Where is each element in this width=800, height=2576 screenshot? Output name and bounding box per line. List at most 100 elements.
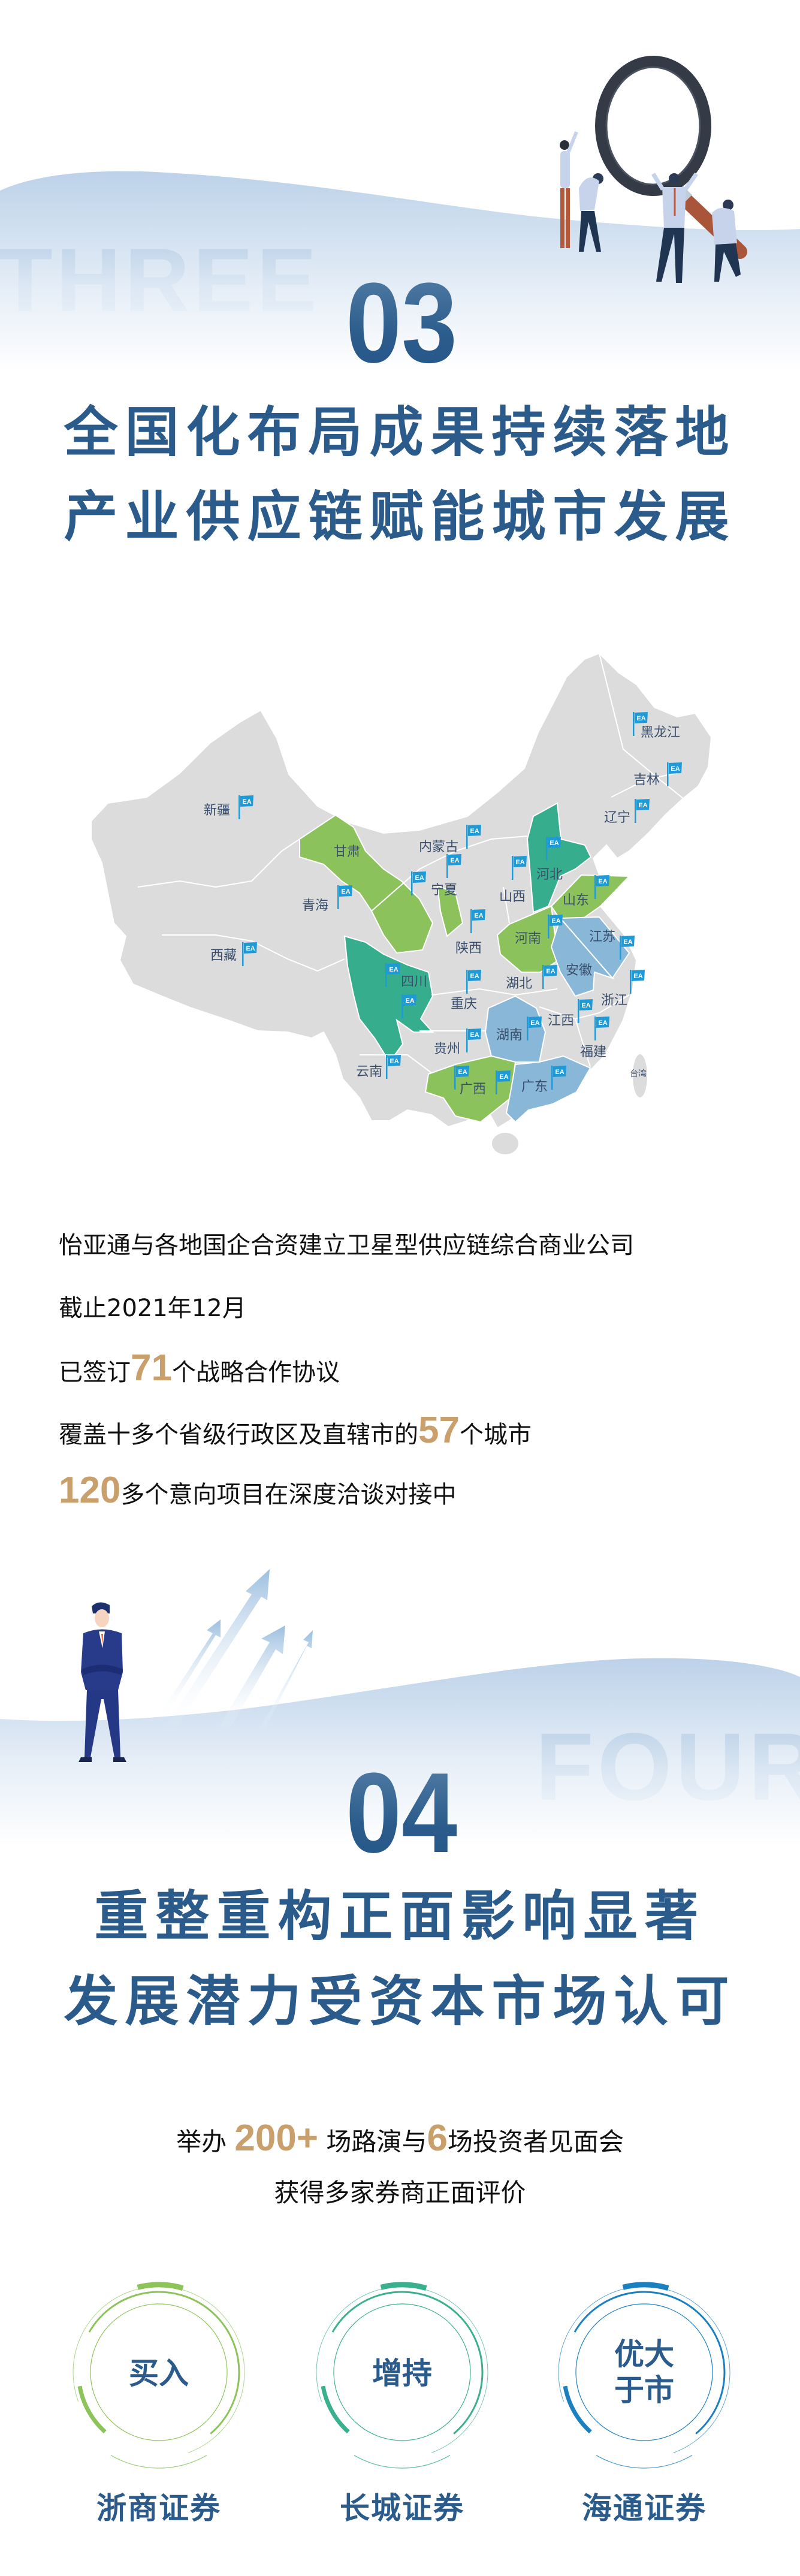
rating-ring-icon [316, 2282, 488, 2469]
rating-value: 增持 [372, 2356, 432, 2391]
map-taiwan [633, 1054, 647, 1097]
section3-headline-line1: 全国化布局成果持续落地 [64, 401, 736, 464]
map-label: 山东 [562, 893, 590, 908]
location-flag-icon: EA [542, 965, 557, 989]
ghost-word-three: THREE [0, 235, 320, 325]
location-flag-icon: EA [548, 915, 563, 939]
magnifier-team-illustration [560, 56, 747, 283]
location-flag-icon: EA [242, 942, 257, 966]
location-flag-icon: EA [386, 1055, 401, 1079]
roadshow-count: 200+ [234, 2117, 319, 2159]
map-region-13 [559, 916, 630, 979]
investor-line-1: 举办 200+ 场路演与6场投资者见面会 [0, 2120, 800, 2157]
growth-arrows-illustration [156, 1569, 313, 1732]
agreements-count: 71 [131, 1347, 172, 1389]
svg-text:EA: EA [581, 1002, 590, 1009]
svg-text:EA: EA [598, 878, 607, 885]
svg-text:EA: EA [389, 966, 398, 973]
svg-text:EA: EA [636, 715, 645, 722]
map-label: 广东 [521, 1079, 548, 1094]
map-label: 重庆 [450, 997, 478, 1012]
svg-text:EA: EA [550, 840, 559, 847]
map-region-6 [436, 885, 464, 937]
map-label: 福建 [579, 1045, 607, 1060]
map-label: 宁夏 [430, 883, 458, 898]
stats-line-2: 截止2021年12月 [59, 1295, 246, 1322]
rating-card-2: 增持 长城证券 [312, 2266, 492, 2553]
investor-meeting-count: 6 [427, 2117, 448, 2159]
svg-text:EA: EA [470, 973, 479, 980]
stats-line-3-prefix: 已签订 [59, 1359, 131, 1386]
svg-text:EA: EA [405, 997, 414, 1005]
stats-line-3: 已签订71个战略合作协议 [59, 1350, 340, 1387]
location-flag-icon: EA [446, 854, 461, 878]
location-flag-icon: EA [466, 970, 481, 994]
businessman-illustration [79, 1602, 126, 1762]
svg-text:EA: EA [415, 874, 424, 882]
map-label: 西藏 [210, 948, 237, 963]
map-region-15 [550, 916, 615, 997]
map-label: 河南 [514, 931, 542, 946]
section-number-04: 04 [343, 1756, 460, 1870]
ghost-word-four: FOUR [535, 1719, 800, 1815]
svg-text:EA: EA [551, 918, 560, 925]
map-province-borders [137, 653, 684, 1073]
projects-count: 120 [59, 1470, 121, 1511]
location-flag-icon: EA [454, 1066, 469, 1090]
map-label: 湖北 [505, 976, 533, 991]
map-label: 青海 [301, 898, 329, 913]
investor-line-1-middle: 场路演与 [318, 2127, 427, 2156]
svg-text:EA: EA [671, 765, 680, 773]
map-region-11 [496, 905, 560, 973]
map-label: 吉林 [633, 773, 660, 788]
rating-card-3: 优大 于市 海通证券 [554, 2266, 734, 2553]
stats-line-5: 120多个意向项目在深度洽谈对接中 [59, 1472, 456, 1509]
location-flag-icon: EA [401, 994, 416, 1018]
location-flag-icon: EA [546, 837, 561, 861]
section4-headline-line1: 重整重构正面影响显著 [94, 1885, 706, 1948]
location-flag-icon: EA [667, 762, 682, 786]
location-flag-icon: EA [551, 1066, 566, 1090]
svg-text:EA: EA [546, 968, 555, 975]
stats-line-4: 覆盖十多个省级行政区及直辖市的57个城市 [59, 1412, 532, 1449]
location-flag-icon: EA [578, 999, 593, 1023]
svg-text:EA: EA [633, 973, 642, 980]
broker-name: 浙商证券 [96, 2491, 221, 2526]
location-flag-icon: EA [385, 963, 400, 987]
investor-line-2: 获得多家券商正面评价 [274, 2178, 526, 2207]
map-region-8 [526, 802, 592, 913]
location-flag-icon: EA [466, 1028, 481, 1052]
map-label: 甘肃 [333, 844, 361, 859]
location-flag-icon: EA [466, 825, 481, 849]
rating-card-1: 买入 浙商证券 [69, 2266, 249, 2553]
stats-line-3-suffix: 个战略合作协议 [171, 1359, 340, 1386]
map-label: 云南 [355, 1064, 383, 1079]
location-flag-icon: EA [527, 1016, 542, 1040]
location-flag-icon: EA [411, 871, 426, 895]
map-label: 四川 [400, 975, 428, 990]
section3-headline-line2: 产业供应链赋能城市发展 [64, 485, 736, 548]
map-label: 江苏 [588, 930, 616, 945]
svg-text:EA: EA [470, 828, 479, 835]
svg-text:EA: EA [515, 859, 524, 866]
svg-text:EA: EA [242, 798, 251, 806]
map-label: 新疆 [203, 803, 231, 818]
map-region-21 [484, 995, 547, 1063]
broker-name: 海通证券 [582, 2491, 707, 2526]
cities-count: 57 [418, 1410, 460, 1451]
map-region-16 [343, 935, 434, 1063]
investor-line-1-prefix: 举办 [176, 2127, 235, 2156]
wave-background-top [0, 171, 800, 372]
svg-text:EA: EA [598, 1019, 607, 1027]
map-label: 河北 [536, 867, 563, 882]
svg-text:EA: EA [341, 888, 350, 895]
location-flag-icon: EA [470, 909, 485, 933]
map-label: 贵州 [433, 1042, 461, 1057]
location-flag-icon: EA [594, 1016, 609, 1040]
svg-text:EA: EA [246, 945, 255, 952]
stats-line-4-suffix: 个城市 [459, 1421, 532, 1449]
broker-name: 长城证券 [340, 2491, 464, 2526]
map-label: 安徽 [565, 963, 593, 978]
location-flag-icon: EA [512, 856, 527, 880]
svg-text:EA: EA [638, 802, 647, 809]
